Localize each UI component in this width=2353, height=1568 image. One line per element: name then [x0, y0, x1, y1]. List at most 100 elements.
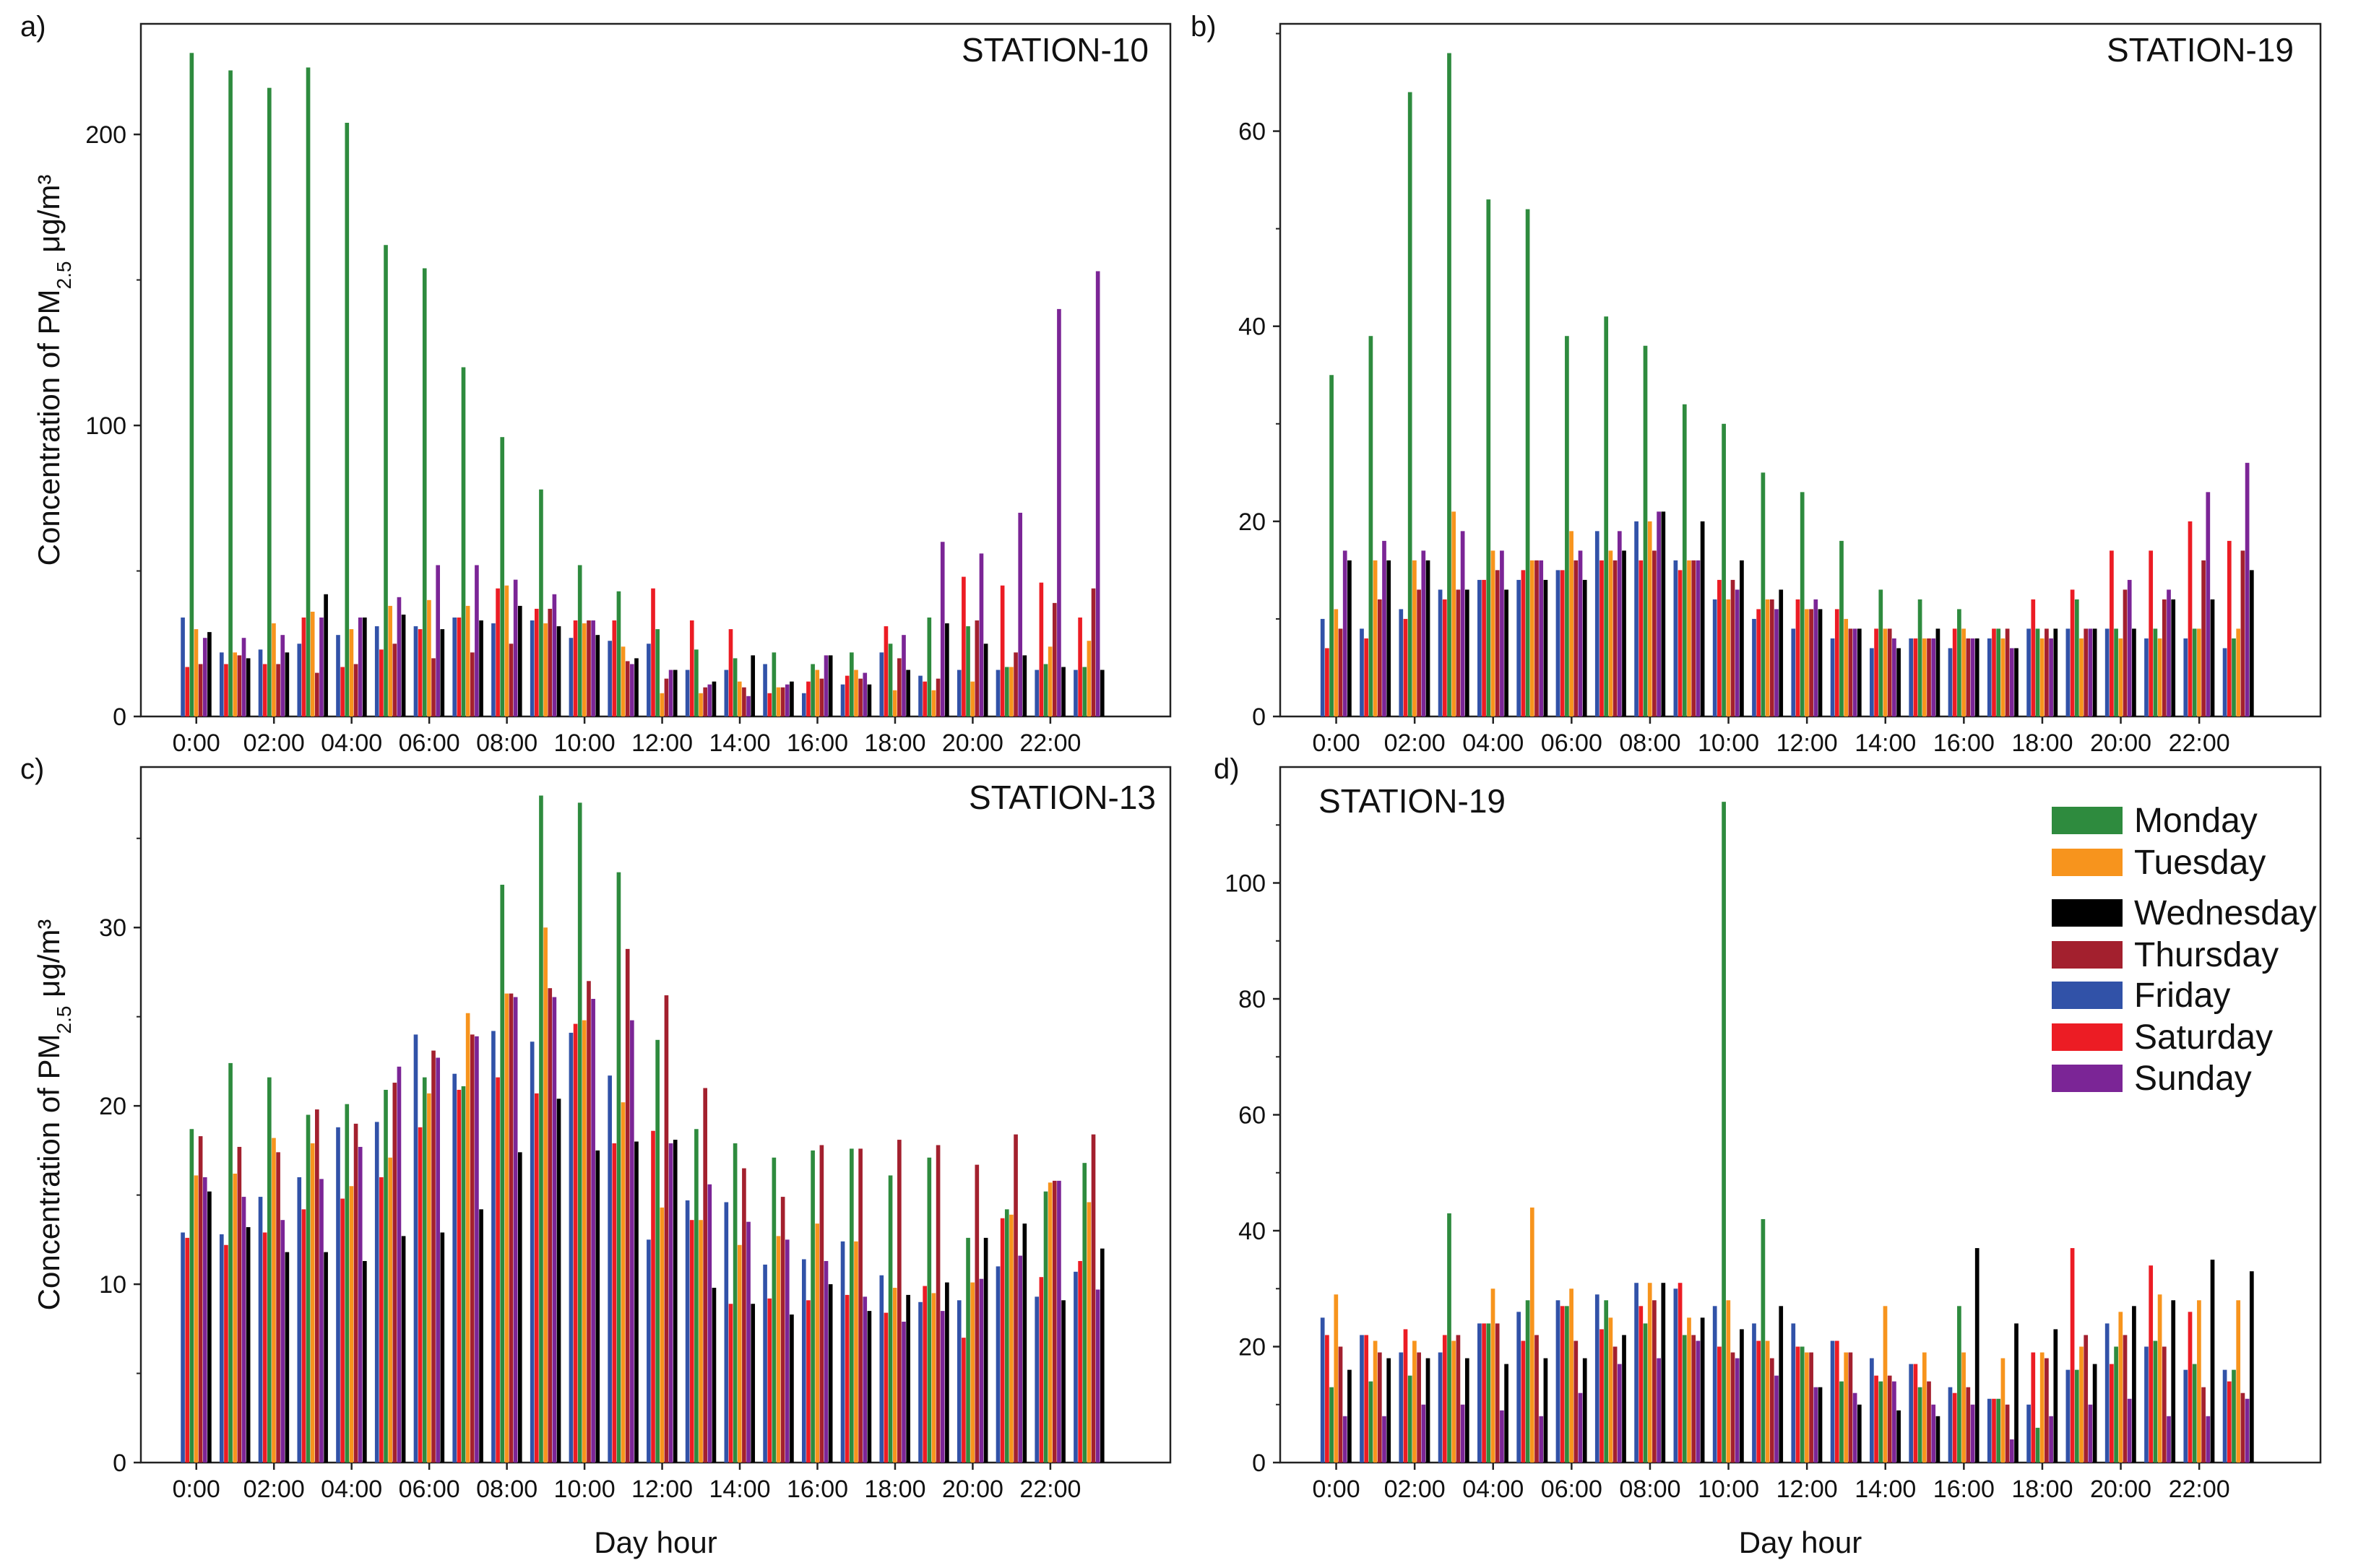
bar-monday-0-00: [1329, 1387, 1334, 1463]
bar-tuesday-15-00: [1922, 638, 1927, 716]
bar-saturday-9-00: [534, 608, 539, 716]
bar-wednesday-11-00: [1779, 1306, 1784, 1463]
bar-monday-18-00: [888, 644, 893, 716]
bar-friday-15-00: [763, 1264, 767, 1463]
bar-tuesday-0-00: [194, 1175, 199, 1463]
bar-wednesday-2-00: [285, 1252, 290, 1463]
bar-saturday-9-00: [1678, 570, 1683, 716]
bar-saturday-21-00: [2149, 1265, 2154, 1463]
bar-sunday-15-00: [785, 1239, 790, 1463]
bar-friday-17-00: [840, 684, 845, 716]
bar-wednesday-20-00: [2132, 1306, 2136, 1463]
bar-saturday-3-00: [301, 1209, 306, 1463]
bar-tuesday-22-00: [1048, 646, 1053, 716]
bar-wednesday-11-00: [634, 658, 639, 716]
bar-tuesday-19-00: [931, 690, 936, 716]
bar-wednesday-23-00: [1100, 1248, 1105, 1463]
bar-monday-23-00: [2232, 1369, 2236, 1463]
bar-monday-14-00: [733, 658, 738, 716]
bar-saturday-4-00: [340, 667, 345, 716]
bar-friday-9-00: [1673, 1288, 1678, 1463]
bar-friday-20-00: [2104, 1323, 2110, 1463]
x-tick-label: 14:00: [709, 729, 770, 757]
bar-sunday-23-00: [2245, 1398, 2250, 1463]
bar-sunday-0-00: [202, 638, 207, 716]
bar-tuesday-2-00: [272, 1138, 276, 1463]
bar-sunday-7-00: [1617, 1364, 1622, 1463]
bar-monday-10-00: [577, 802, 582, 1463]
panel-d-station-19: d) STATION-19 0 20 40 60 80 100 0:00 02:00 04:00 06…: [1214, 753, 2322, 1559]
bar-wednesday-13-00: [1857, 1404, 1862, 1463]
legend-swatch-sunday: [2052, 1065, 2123, 1092]
bar-sunday-15-00: [785, 684, 790, 716]
bar-thursday-5-00: [392, 644, 397, 716]
bar-sunday-22-00: [2206, 492, 2211, 716]
x-tick-label: 08:00: [476, 729, 537, 757]
bar-monday-2-00: [267, 1077, 272, 1463]
bar-saturday-15-00: [767, 693, 772, 716]
bar-wednesday-7-00: [479, 1209, 483, 1463]
bar-tuesday-15-00: [776, 1236, 781, 1463]
bar-friday-19-00: [918, 675, 923, 716]
bar-saturday-8-00: [496, 1077, 500, 1463]
bar-monday-7-00: [461, 367, 466, 716]
legend-label-thursday: Thursday: [2134, 936, 2279, 974]
bar-thursday-14-00: [1887, 1375, 1892, 1463]
bar-friday-2-00: [258, 649, 263, 716]
bar-thursday-16-00: [819, 1145, 824, 1463]
bar-saturday-11-00: [1756, 1340, 1761, 1463]
bar-sunday-19-00: [940, 542, 945, 716]
y-tick-label: 20: [1238, 508, 1266, 536]
bar-thursday-16-00: [1966, 1387, 1971, 1463]
bar-monday-17-00: [1996, 628, 2001, 716]
bar-monday-19-00: [927, 1157, 932, 1463]
bar-saturday-4-00: [340, 1198, 345, 1463]
bar-thursday-13-00: [1848, 628, 1853, 716]
bar-wednesday-21-00: [2171, 599, 2176, 716]
x-tick-label: 04:00: [321, 729, 382, 757]
bar-tuesday-7-00: [465, 1013, 470, 1463]
x-tick-label: 10:00: [554, 1476, 616, 1503]
bar-friday-1-00: [219, 1234, 224, 1463]
bar-friday-12-00: [1791, 628, 1796, 716]
x-tick-label: 16:00: [1933, 729, 1995, 757]
bar-saturday-5-00: [1521, 1340, 1526, 1463]
bar-sunday-10-00: [591, 620, 595, 716]
x-tick-label: 10:00: [1698, 1476, 1759, 1503]
bar-tuesday-20-00: [2118, 638, 2123, 716]
bar-friday-2-00: [1399, 1352, 1404, 1463]
bar-monday-16-00: [811, 664, 815, 716]
bar-saturday-5-00: [1521, 570, 1526, 716]
bar-monday-1-00: [1368, 336, 1373, 716]
station-title: STATION-13: [969, 779, 1156, 816]
bar-sunday-17-00: [2009, 648, 2014, 716]
panel-b-station-19: b) STATION-19 0 20 40 60 0:00 02:00 04:00 06:00 08…: [1191, 11, 2322, 757]
bar-monday-21-00: [2153, 628, 2158, 716]
panel-c-station-13: c) STATION-13 0 10 20 30 0:00 02:00 04:00 06:00 08…: [20, 753, 1172, 1559]
bar-saturday-3-00: [1442, 599, 1447, 716]
bar-monday-6-00: [1565, 1306, 1569, 1463]
bar-monday-12-00: [1800, 1346, 1805, 1463]
bar-sunday-9-00: [1696, 560, 1701, 716]
x-tick-label: 20:00: [2090, 1476, 2151, 1503]
bar-monday-8-00: [500, 884, 505, 1463]
legend-swatch-thursday: [2052, 941, 2123, 969]
bar-sunday-3-00: [319, 1179, 324, 1463]
bar-monday-10-00: [577, 565, 582, 716]
y-tick-label: 60: [1238, 118, 1266, 146]
bar-tuesday-7-00: [465, 605, 470, 716]
bar-thursday-17-00: [858, 678, 863, 716]
legend-label-wednesday: Wednesday: [2134, 894, 2317, 932]
bar-friday-11-00: [608, 641, 612, 716]
bar-monday-20-00: [966, 626, 970, 716]
bar-tuesday-6-00: [427, 599, 431, 716]
bar-tuesday-1-00: [1373, 560, 1378, 716]
bar-monday-9-00: [1682, 1335, 1687, 1463]
bar-sunday-16-00: [1970, 1404, 1975, 1463]
bar-thursday-2-00: [276, 664, 280, 716]
bar-monday-21-00: [1004, 667, 1009, 716]
bar-wednesday-0-00: [207, 632, 212, 716]
bar-monday-2-00: [1407, 1375, 1412, 1463]
bar-thursday-3-00: [315, 672, 319, 716]
bar-thursday-19-00: [2084, 628, 2089, 716]
